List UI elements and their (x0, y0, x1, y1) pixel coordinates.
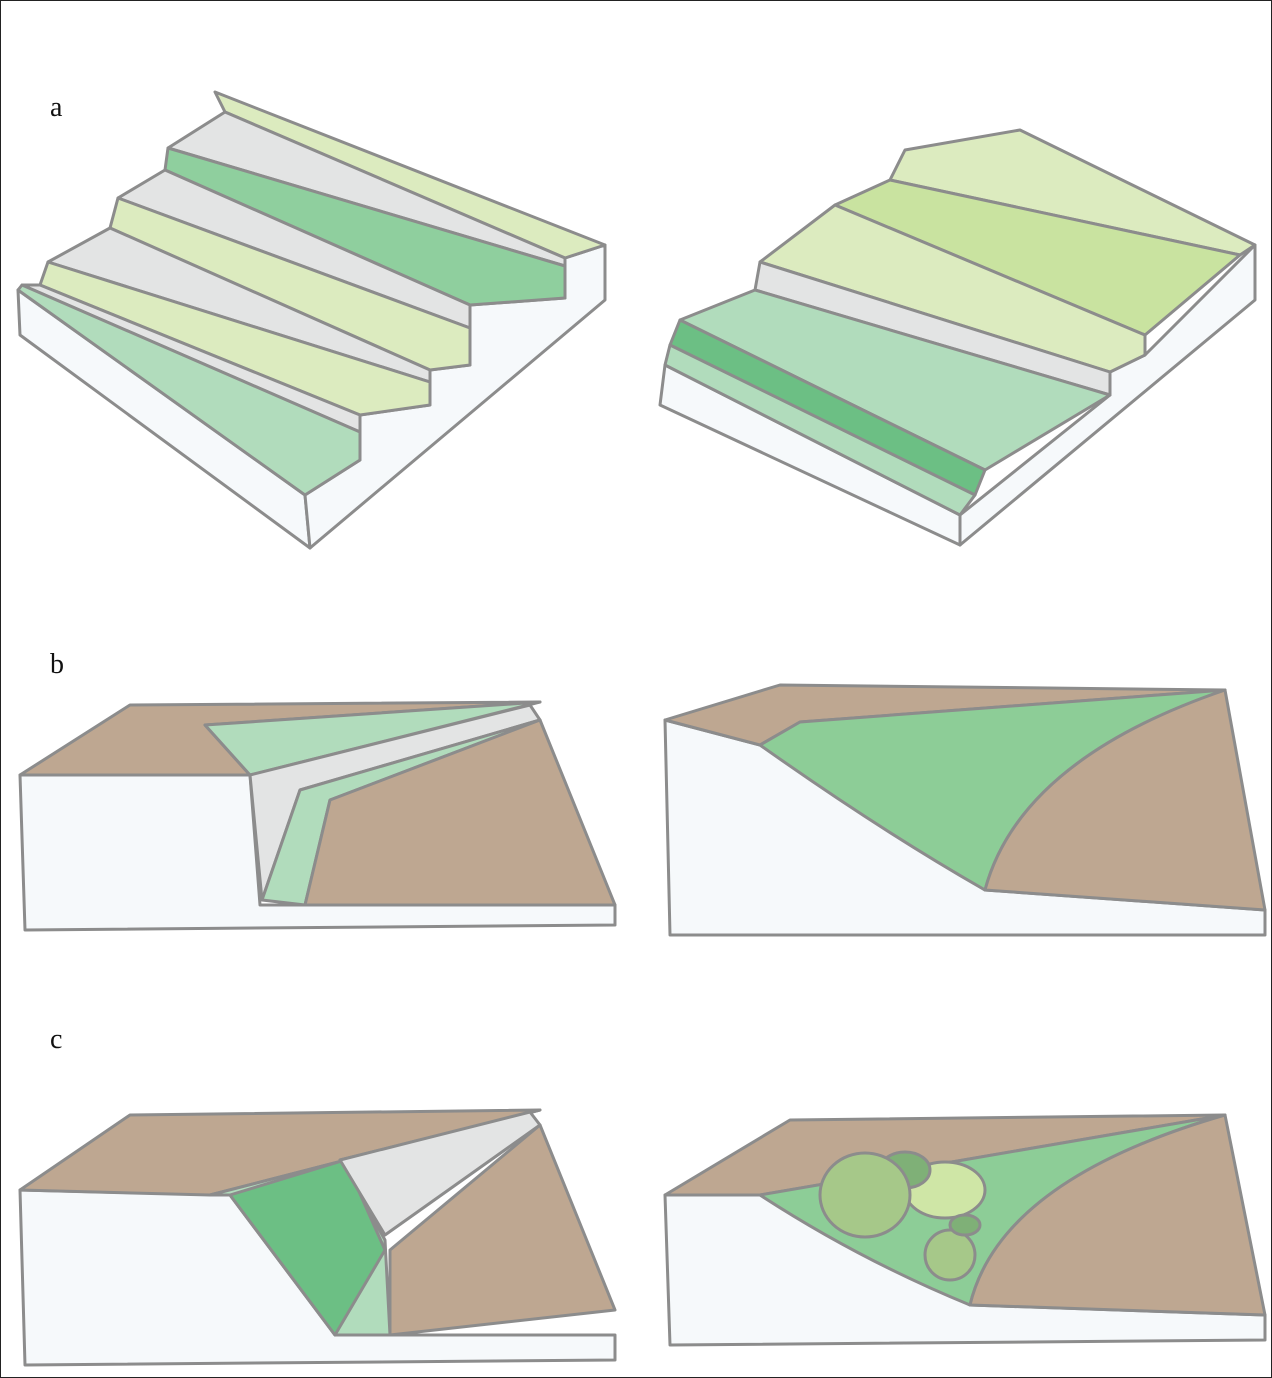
gully-block (18, 700, 617, 932)
terrace-block (16, 90, 607, 550)
gully-block (663, 1113, 1267, 1347)
gully-block (663, 683, 1267, 937)
panel-label: c (50, 1024, 62, 1055)
panel-label: a (50, 92, 63, 123)
panel-label: b (50, 649, 64, 680)
terrace-block (658, 128, 1257, 547)
gully-block (18, 1108, 617, 1367)
